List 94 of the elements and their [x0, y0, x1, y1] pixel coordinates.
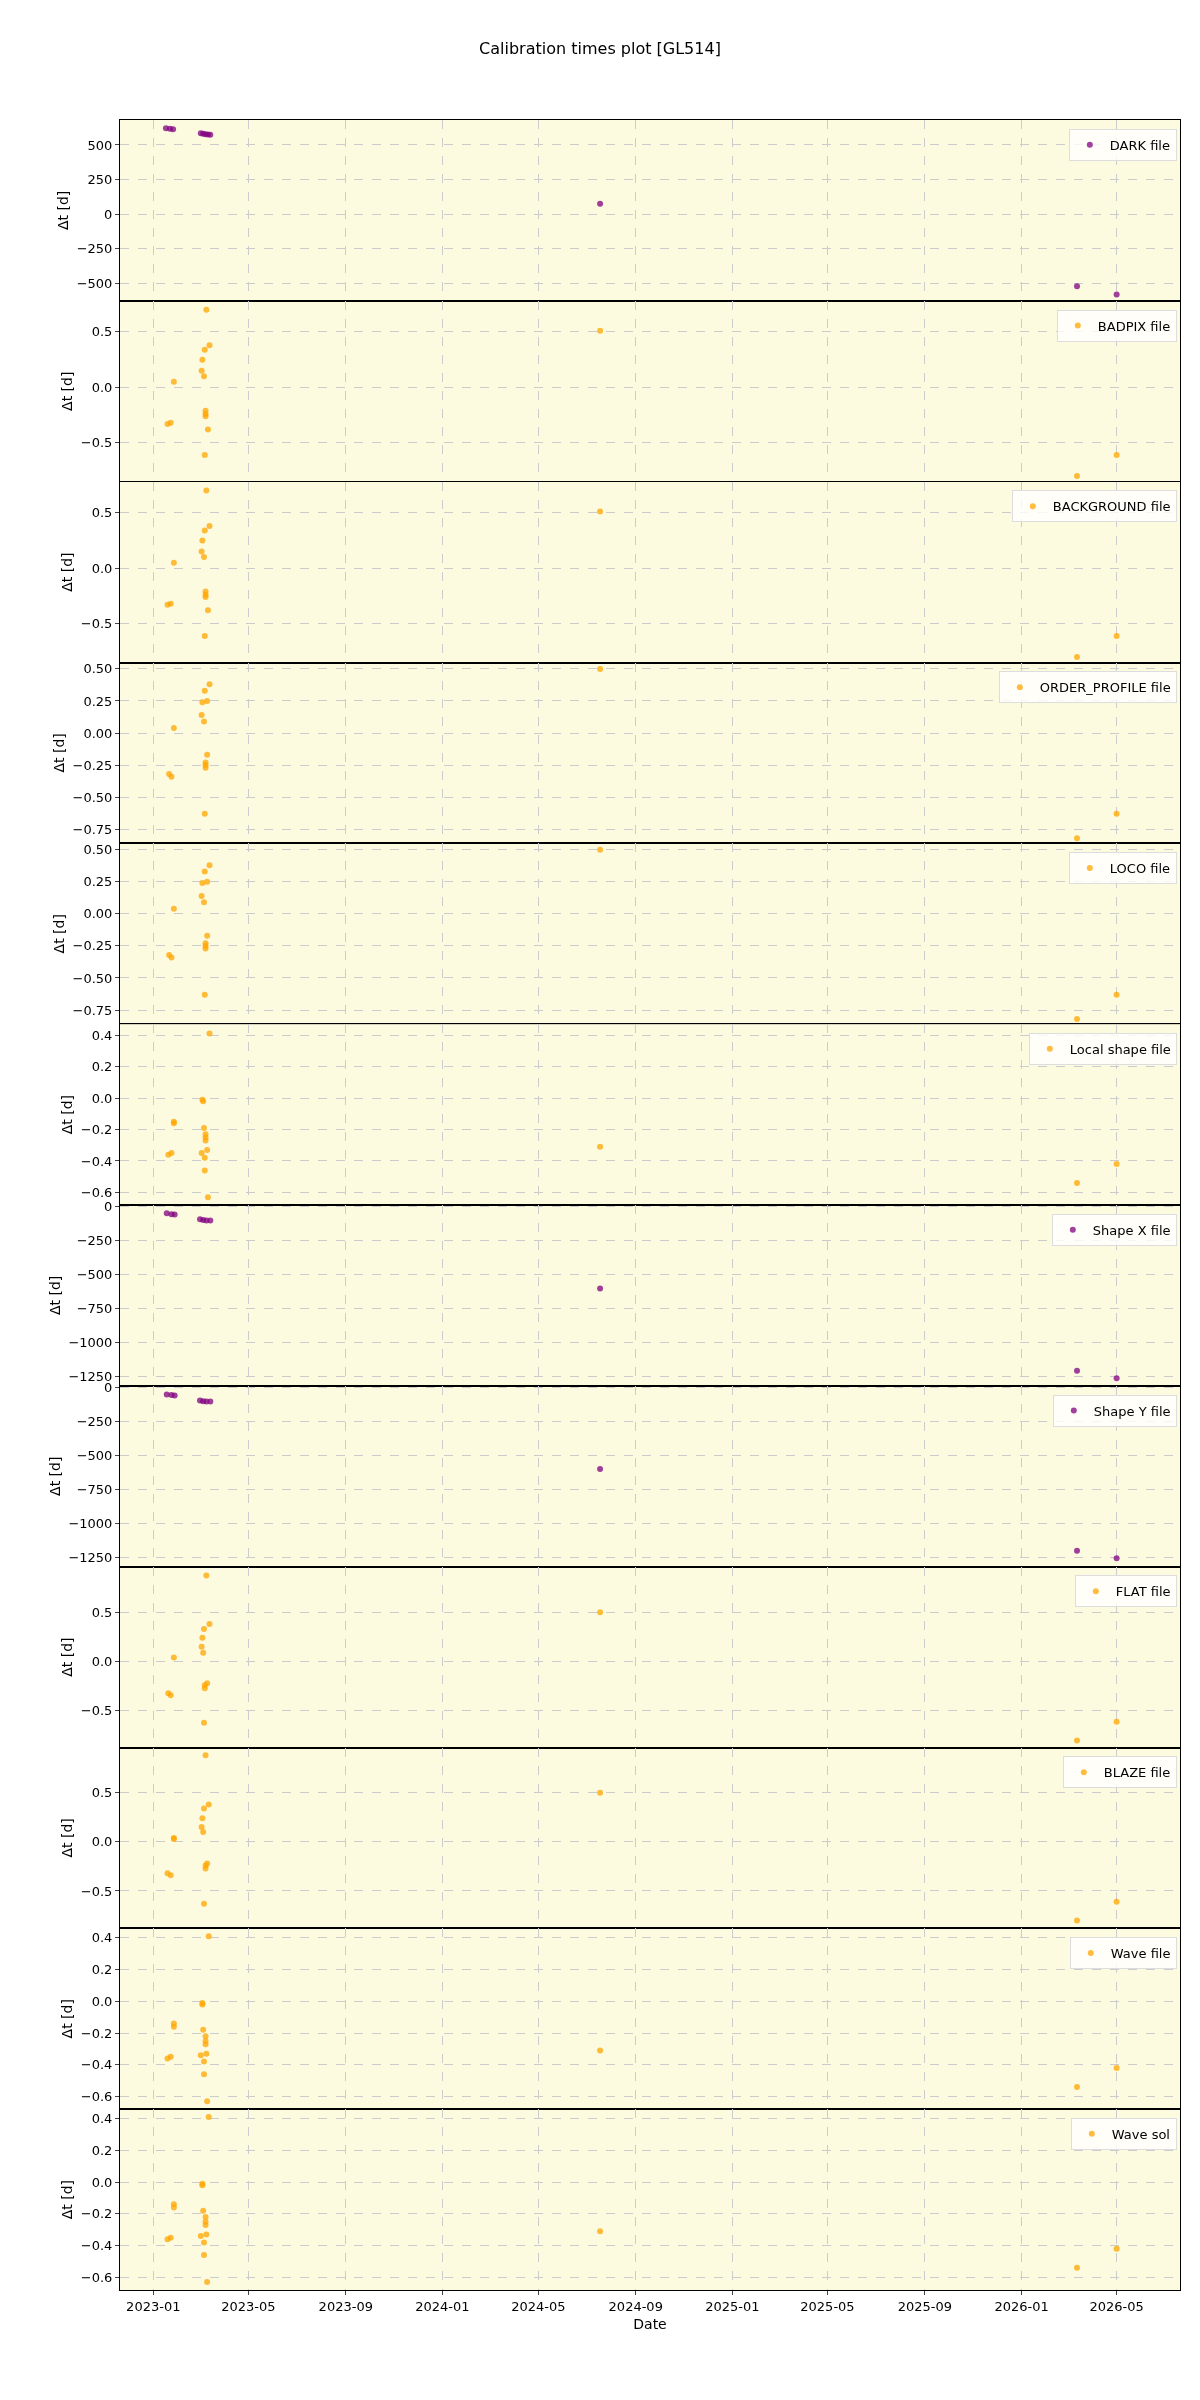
y-tick-label: 0.4 — [91, 2111, 113, 2127]
legend-label: Local shape file — [1069, 1041, 1171, 1057]
y-tick-label: 0.25 — [83, 874, 113, 890]
y-tick-label: −0.4 — [80, 2057, 113, 2073]
x-tick-label: 2026-05 — [1089, 2298, 1144, 2314]
y-tick-label: −1250 — [68, 1550, 113, 1566]
y-tick-label: −0.2 — [80, 2025, 113, 2041]
y-tick-label: −0.50 — [72, 789, 113, 805]
y-tick-label: 0.4 — [91, 1930, 113, 1946]
y-tick-label: −250 — [76, 1233, 113, 1249]
y-axis-title: Δt [d] — [51, 733, 68, 773]
chart-title: Calibration times plot [GL514] — [479, 39, 721, 59]
y-tick-label: −0.5 — [80, 1703, 113, 1719]
y-tick-label: 0 — [104, 206, 113, 222]
y-tick-label: 0.0 — [91, 560, 113, 576]
y-tick-label: −0.5 — [80, 616, 113, 632]
legend-label: Shape Y file — [1093, 1403, 1171, 1419]
y-tick-label: 250 — [87, 172, 113, 188]
y-axis-title: Δt [d] — [59, 1637, 76, 1677]
y-tick-label: −0.75 — [72, 821, 113, 837]
legend-label: ORDER_PROFILE file — [1039, 680, 1171, 696]
y-tick-label: 0.5 — [91, 324, 113, 340]
y-axis-title: Δt [d] — [59, 1094, 76, 1135]
y-tick-label: −250 — [76, 241, 113, 257]
y-tick-label: −250 — [76, 1413, 113, 1429]
y-tick-label: −0.5 — [80, 1883, 113, 1899]
y-tick-label: 0.00 — [83, 725, 113, 741]
y-tick-label: −1000 — [68, 1516, 113, 1532]
y-tick-label: 0.0 — [91, 1654, 113, 1670]
y-tick-label: −0.4 — [80, 1153, 113, 1169]
y-tick-label: 0.2 — [91, 1059, 113, 1075]
y-tick-label: −0.4 — [80, 2238, 113, 2254]
x-tick-label: 2025-01 — [705, 2298, 760, 2314]
legend-label: Wave sol — [1111, 2126, 1170, 2142]
y-tick-label: 0.5 — [91, 1604, 113, 1620]
y-axis-title: Δt [d] — [59, 2179, 76, 2220]
legend-label: BADPIX file — [1097, 318, 1171, 334]
y-tick-label: 0.5 — [91, 1785, 113, 1801]
y-tick-label: 0.0 — [91, 1090, 113, 1106]
y-tick-label: −0.6 — [80, 2089, 113, 2105]
x-tick-label: 2024-05 — [511, 2298, 566, 2314]
legend-label: FLAT file — [1115, 1584, 1171, 1600]
y-tick-label: 0.5 — [91, 505, 113, 521]
y-tick-label: −0.6 — [80, 2269, 113, 2285]
x-axis-title: Date — [633, 2315, 667, 2332]
y-axis-title: Δt [d] — [59, 1818, 76, 1858]
y-tick-label: −0.2 — [80, 1122, 113, 1138]
x-tick-label: 2023-09 — [318, 2298, 373, 2314]
legend-label: BACKGROUND file — [1052, 499, 1171, 515]
y-axis-title: Δt [d] — [47, 1456, 64, 1496]
y-tick-label: −0.2 — [80, 2206, 113, 2222]
y-axis-title: Δt [d] — [55, 190, 72, 231]
legend-label: Wave file — [1110, 1946, 1171, 1962]
x-tick-label: 2025-05 — [800, 2298, 855, 2314]
y-tick-label: 0.25 — [83, 693, 113, 709]
y-tick-label: −1000 — [68, 1335, 113, 1351]
y-tick-label: 0.0 — [91, 1834, 113, 1850]
y-tick-label: −0.75 — [72, 1002, 113, 1018]
y-axis-title: Δt [d] — [59, 371, 76, 411]
y-tick-label: 0.4 — [91, 1027, 113, 1043]
x-tick-label: 2025-09 — [897, 2298, 953, 2314]
y-tick-label: 0.0 — [91, 379, 113, 395]
y-tick-label: −750 — [76, 1482, 113, 1498]
y-tick-label: −500 — [76, 1267, 113, 1283]
legend-label: BLAZE file — [1103, 1765, 1171, 1781]
x-tick-label: 2023-01 — [126, 2298, 181, 2314]
x-tick-label: 2024-01 — [415, 2298, 470, 2314]
x-tick-label: 2026-01 — [994, 2298, 1049, 2314]
x-tick-label: 2023-05 — [221, 2298, 276, 2314]
x-tick-label: 2024-09 — [608, 2298, 663, 2314]
y-tick-label: −0.25 — [72, 938, 113, 954]
y-axis-title: Δt [d] — [47, 1275, 64, 1316]
legend-label: DARK file — [1109, 137, 1170, 153]
legend-label: Shape X file — [1092, 1222, 1171, 1238]
y-tick-label: 0 — [104, 1198, 113, 1214]
y-axis-title: Δt [d] — [59, 1999, 76, 2039]
y-tick-label: −0.6 — [80, 1184, 113, 1200]
y-tick-label: 500 — [87, 137, 113, 153]
y-tick-label: 0.2 — [91, 2142, 113, 2158]
y-tick-label: 0.0 — [91, 1993, 113, 2009]
y-tick-label: 0.0 — [91, 2174, 113, 2190]
legend-label: LOCO file — [1109, 861, 1171, 877]
y-tick-label: −750 — [76, 1301, 113, 1317]
y-axis-title: Δt [d] — [59, 552, 76, 592]
y-tick-label: 0.2 — [91, 1962, 113, 1978]
y-axis-title: Δt [d] — [51, 914, 68, 954]
y-tick-label: 0.00 — [83, 906, 113, 922]
y-tick-label: −0.5 — [80, 435, 113, 451]
y-tick-label: −0.25 — [72, 757, 113, 773]
y-tick-label: −0.50 — [72, 970, 113, 986]
y-tick-label: −500 — [76, 1447, 113, 1463]
y-tick-label: −500 — [76, 276, 113, 292]
y-tick-label: 0.50 — [83, 661, 113, 677]
y-tick-label: 0.50 — [83, 842, 113, 858]
